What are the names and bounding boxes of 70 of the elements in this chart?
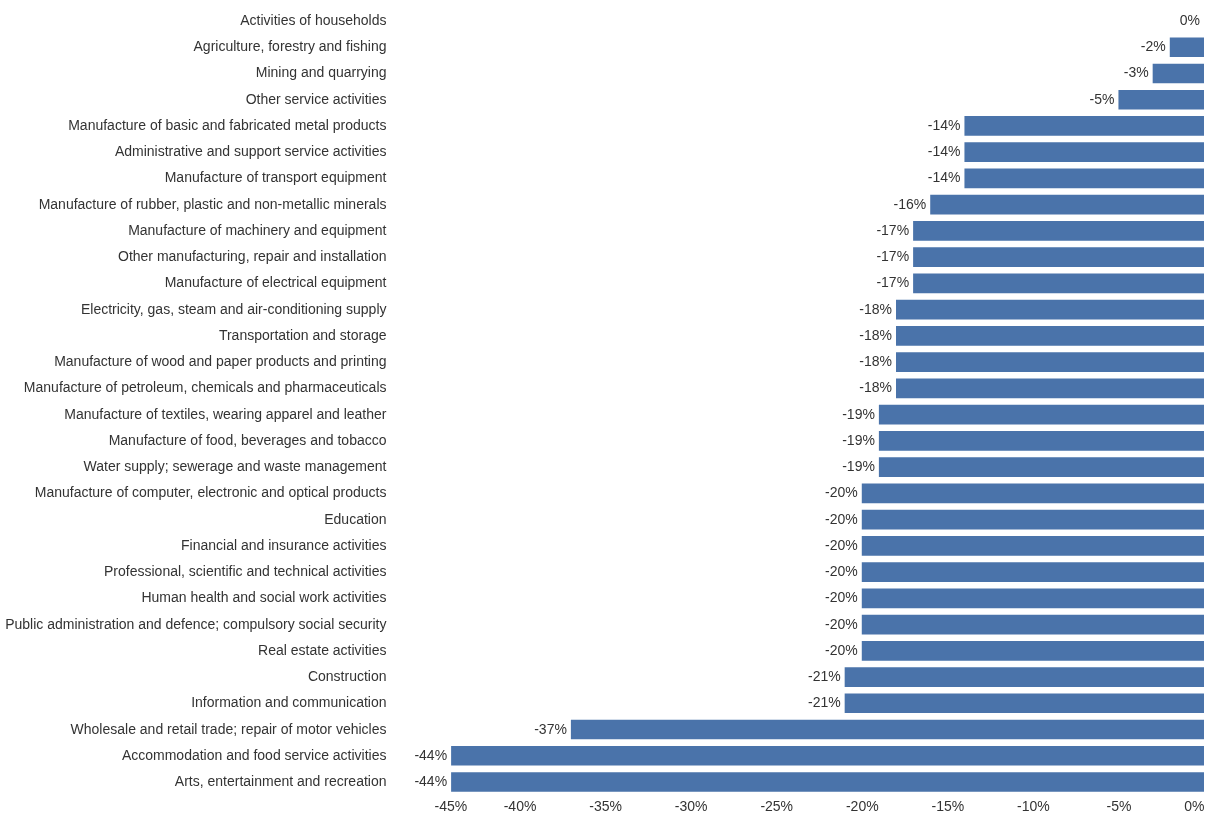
- data-label: -18%: [859, 300, 892, 317]
- data-label: -16%: [893, 195, 927, 212]
- data-label: -17%: [876, 274, 910, 291]
- data-label: -20%: [825, 536, 858, 553]
- y-tick-label: Financial and insurance activities: [181, 536, 387, 553]
- data-label: -20%: [825, 510, 858, 527]
- data-label: -44%: [414, 773, 448, 790]
- data-label: -2%: [1140, 38, 1166, 55]
- y-tick-label: Arts, entertainment and recreation: [174, 773, 387, 790]
- y-tick-label: Public administration and defence; compulsory social security: [5, 615, 387, 632]
- x-tick-label: -30%: [674, 797, 708, 814]
- y-tick-label: Information and communication: [191, 694, 387, 711]
- x-tick-label: -15%: [931, 797, 965, 814]
- y-tick-label: Human health and social work activities: [141, 589, 387, 606]
- data-label: -14%: [927, 116, 961, 133]
- y-tick-label: Manufacture of basic and fabricated metal products: [68, 116, 387, 133]
- x-tick-label: -35%: [589, 797, 622, 814]
- y-tick-label: Manufacture of transport equipment: [164, 169, 387, 186]
- y-tick-label: Other service activities: [245, 90, 387, 107]
- data-label: -21%: [807, 668, 841, 685]
- y-tick-label: Mining and quarrying: [255, 64, 387, 81]
- data-label: 0%: [1179, 11, 1200, 28]
- data-label: -18%: [859, 353, 892, 370]
- data-label: -37%: [534, 720, 567, 737]
- data-label: -44%: [414, 746, 448, 763]
- data-label: -20%: [825, 641, 858, 658]
- data-label: -21%: [807, 694, 841, 711]
- x-tick-label: -45%: [434, 797, 468, 814]
- data-label: -19%: [842, 405, 875, 422]
- data-label: -19%: [842, 431, 875, 448]
- y-tick-label: Manufacture of electrical equipment: [164, 274, 387, 291]
- y-tick-label: Other manufacturing, repair and installation: [118, 248, 387, 265]
- data-label: -14%: [927, 143, 961, 160]
- data-label: -20%: [825, 563, 858, 580]
- y-tick-label: Manufacture of rubber, plastic and non-metallic minerals: [38, 195, 387, 212]
- data-label: -19%: [842, 458, 875, 475]
- data-label: -20%: [825, 615, 858, 632]
- x-tick-label: -20%: [845, 797, 879, 814]
- y-tick-label: Construction: [307, 668, 387, 685]
- y-tick-label: Wholesale and retail trade; repair of motor vehicles: [70, 720, 387, 737]
- y-tick-label: Manufacture of food, beverages and tobacco: [108, 431, 387, 448]
- y-tick-label: Professional, scientific and technical activities: [104, 563, 387, 580]
- data-label: -17%: [876, 221, 910, 238]
- data-label: -18%: [859, 379, 892, 396]
- y-tick-label: Manufacture of petroleum, chemicals and pharmaceuticals: [23, 379, 387, 396]
- y-tick-label: Electricity, gas, steam and air-conditioning supply: [80, 300, 387, 317]
- y-tick-label: Activities of households: [240, 11, 387, 28]
- y-tick-label: Manufacture of textiles, wearing apparel and leather: [64, 405, 387, 422]
- y-tick-label: Administrative and support service activities: [114, 143, 387, 160]
- x-tick-label: -40%: [503, 797, 537, 814]
- y-tick-label: Manufacture of computer, electronic and optical products: [34, 484, 387, 501]
- x-tick-label: -10%: [1017, 797, 1050, 814]
- y-tick-label: Manufacture of machinery and equipment: [128, 221, 387, 238]
- data-label: -20%: [825, 484, 858, 501]
- x-tick-label: -5%: [1106, 797, 1132, 814]
- x-tick-label: 0%: [1184, 797, 1205, 814]
- data-label: -14%: [927, 169, 961, 186]
- y-tick-label: Water supply; sewerage and waste management: [83, 458, 387, 475]
- data-label: -5%: [1089, 90, 1115, 107]
- data-label: -17%: [876, 248, 910, 265]
- data-label: -20%: [825, 589, 858, 606]
- y-tick-label: Agriculture, forestry and fishing: [193, 38, 387, 55]
- y-tick-label: Manufacture of wood and paper products and printing: [54, 353, 387, 370]
- data-label: -18%: [859, 326, 892, 343]
- y-tick-label: Real estate activities: [258, 641, 387, 658]
- y-tick-label: Education: [324, 510, 387, 527]
- y-tick-label: Accommodation and food service activities: [121, 746, 387, 763]
- data-label: -3%: [1123, 64, 1149, 81]
- y-tick-label: Transportation and storage: [218, 326, 387, 343]
- x-tick-label: -25%: [760, 797, 794, 814]
